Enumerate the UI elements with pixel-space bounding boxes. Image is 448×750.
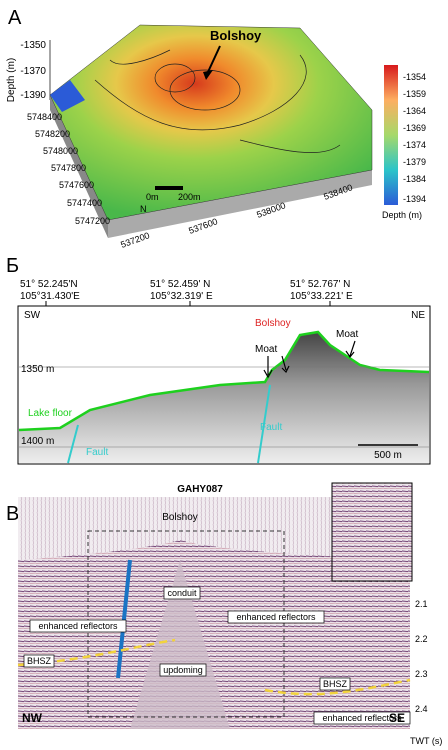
moat-label: Moat <box>255 344 277 355</box>
reflector-label: enhanced reflectors <box>38 621 118 631</box>
label-box <box>23 654 55 668</box>
colorbar-tick: -1394 <box>403 194 426 204</box>
northing: 5747200 <box>75 216 110 226</box>
reflector-label: enhanced reflectors <box>236 612 316 622</box>
coordinate: 105°31.430'E <box>20 291 80 302</box>
depth-label: 1350 m <box>21 364 54 375</box>
end-label: SE <box>389 711 405 725</box>
surface-low <box>50 80 85 112</box>
updoming-zone <box>130 560 230 729</box>
northing: 5748200 <box>35 129 70 139</box>
colorbar-tick: -1359 <box>403 89 426 99</box>
coordinate: 51° 52.245'N <box>20 279 78 290</box>
north: N <box>140 204 147 214</box>
updoming-label: updoming <box>163 665 203 675</box>
label-box <box>319 677 351 691</box>
twt-tick: 2.1 <box>415 599 428 609</box>
colorbar-title: Depth (m) <box>382 210 422 220</box>
depth-label: 1400 m <box>21 436 54 447</box>
fault-line <box>257 384 271 464</box>
zoom-box <box>87 530 285 718</box>
label-box <box>313 711 411 725</box>
scale-label: 0m <box>146 192 159 202</box>
northing: 5747400 <box>67 198 102 208</box>
northing: 5748400 <box>27 112 62 122</box>
arrowhead <box>203 70 213 80</box>
scale-label: 500 m <box>374 450 402 461</box>
twt-tick: 2.4 <box>415 704 428 714</box>
end-label: NW <box>22 711 43 725</box>
colorbar <box>384 65 398 205</box>
fault-line <box>67 424 79 464</box>
panel-label: A <box>8 7 22 29</box>
bhsz-label: BHSZ <box>323 679 348 689</box>
moat-label: Moat <box>336 329 358 340</box>
axis-title: Depth (m) <box>6 58 17 102</box>
northing: 5748000 <box>43 146 78 156</box>
colorbar-tick: -1384 <box>403 174 426 184</box>
lake-floor-label: Lake floor <box>28 408 73 419</box>
end-label: SW <box>24 310 41 321</box>
callout: Bolshoy <box>255 318 291 329</box>
reflectors <box>18 540 410 729</box>
coordinate: 105°32.319' E <box>150 291 213 302</box>
panel-label: Б <box>6 255 19 277</box>
colorbar-tick: -1379 <box>403 157 426 167</box>
panel-a: A Depth (m) -1350 -1370 -1390 Bolshoy 0m… <box>6 7 426 250</box>
twt-tick: 2.2 <box>415 634 428 644</box>
sediment <box>19 332 429 463</box>
tick-label: -1370 <box>20 66 46 77</box>
contours <box>94 49 341 153</box>
arrows <box>263 340 356 379</box>
block-side <box>50 95 108 238</box>
panel-label: В <box>6 503 19 525</box>
colorbar-tick: -1374 <box>403 140 426 150</box>
twt-title: TWT (s) <box>410 736 442 746</box>
label-box <box>29 619 127 633</box>
callout: Bolshoy <box>210 28 262 43</box>
label-box <box>159 663 207 677</box>
tick-label: -1390 <box>20 90 46 101</box>
end-label: NE <box>411 310 425 321</box>
coordinate: 51° 52.459' N <box>150 279 210 290</box>
tick-label: -1350 <box>20 40 46 51</box>
panel-c: В GAHY087 Bolshoy conduit enhanced refle… <box>6 482 442 746</box>
profile-name: GAHY087 <box>177 484 223 495</box>
fault-label: Fault <box>86 447 108 458</box>
conduit-label: conduit <box>167 588 197 598</box>
callout: Bolshoy <box>162 512 198 523</box>
arrow <box>207 45 221 73</box>
colorbar-tick: -1369 <box>403 123 426 133</box>
coordinate: 51° 52.767' N <box>290 279 350 290</box>
inset <box>331 482 413 582</box>
twt-tick: 2.3 <box>415 669 428 679</box>
scale-bar <box>155 186 183 190</box>
label-box <box>227 610 325 624</box>
label-box <box>163 586 201 600</box>
colorbar-tick: -1354 <box>403 72 426 82</box>
bhsz-line <box>17 638 176 667</box>
scale-label: 200m <box>178 192 201 202</box>
block-side <box>108 170 372 238</box>
surface <box>49 24 373 221</box>
reflector-label: enhanced reflectors <box>322 713 402 723</box>
northing: 5747600 <box>59 180 94 190</box>
bhsz-label: BHSZ <box>27 656 52 666</box>
northing: 5747800 <box>51 163 86 173</box>
lake-floor-line <box>18 330 430 432</box>
colorbar-tick: -1364 <box>403 106 426 116</box>
fault-line <box>116 559 132 679</box>
fault-label: Fault <box>260 422 282 433</box>
panel-b: Б 51° 52.245'N 105°31.430'E 51° 52.459' … <box>6 255 431 465</box>
coordinate: 105°33.221' E <box>290 291 353 302</box>
bhsz-line <box>264 678 411 696</box>
